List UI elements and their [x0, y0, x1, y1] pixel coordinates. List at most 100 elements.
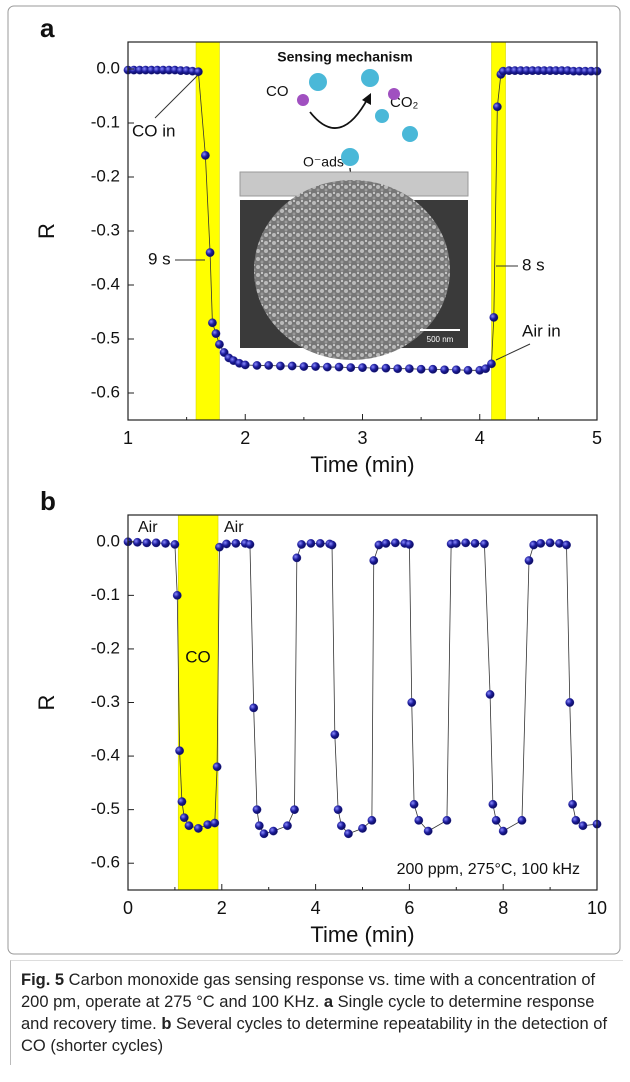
x-tick-label: 6 [404, 898, 414, 918]
data-point [330, 730, 340, 739]
data-point [210, 818, 220, 828]
data-point [231, 539, 241, 548]
annotation: 8 s [522, 255, 545, 274]
data-point [172, 591, 182, 600]
y-tick-label: 0.0 [96, 58, 120, 77]
molecule-atom [341, 148, 359, 166]
data-point [337, 821, 346, 831]
data-point [315, 539, 325, 548]
molecule-atom [388, 88, 400, 100]
data-point [524, 556, 534, 565]
data-point [565, 698, 575, 707]
data-point [480, 539, 489, 549]
caption-bold: Fig. 5 [21, 971, 65, 989]
caption: Fig. 5 Carbon monoxide gas sensing respo… [10, 960, 623, 1065]
y-axis-label: R [34, 695, 59, 711]
data-point [409, 799, 419, 809]
shaded-region [177, 514, 219, 891]
data-point [405, 540, 414, 549]
x-axis-label: Time (min) [310, 922, 414, 947]
data-point [179, 813, 189, 823]
data-point [151, 538, 161, 548]
molecule-atom [402, 126, 418, 142]
data-point [488, 799, 498, 809]
panel-label: b [40, 486, 56, 516]
data-point [269, 826, 278, 836]
data-point [393, 364, 403, 374]
sem-particle [254, 180, 450, 360]
x-tick-label: 2 [217, 898, 227, 918]
y-tick-label: 0.0 [96, 531, 120, 550]
data-point [322, 362, 332, 372]
data-point [240, 360, 250, 370]
annotation: CO [266, 83, 289, 100]
data-point [254, 821, 264, 831]
data-point [299, 362, 309, 371]
data-point [423, 826, 433, 836]
x-tick-label: 10 [587, 898, 607, 918]
caption-text: Several cycles to determine repeatabilit… [21, 1015, 608, 1055]
x-tick-label: 4 [475, 428, 485, 448]
data-point [470, 539, 480, 548]
reaction-arrow-head [362, 93, 371, 105]
data-point [222, 539, 231, 549]
annotation-arrow [495, 343, 531, 361]
x-tick-label: 1 [123, 428, 133, 448]
data-point [491, 816, 501, 825]
data-point [451, 539, 461, 548]
data-point [175, 746, 184, 756]
data-point [205, 248, 215, 257]
data-point [492, 102, 502, 112]
data-point [290, 805, 299, 814]
figure-border [7, 5, 621, 955]
x-tick-label: 0 [123, 898, 133, 918]
y-tick-label: -0.5 [91, 799, 120, 818]
molecule-atom [309, 73, 327, 91]
data-point [311, 362, 320, 371]
data-point [381, 539, 391, 548]
shaded-region [195, 41, 220, 421]
data-point [442, 816, 452, 825]
data-point [485, 690, 495, 699]
data-point [161, 539, 170, 548]
data-point [487, 359, 496, 369]
data-point [133, 537, 142, 547]
y-tick-label: -0.2 [91, 166, 120, 185]
data-point [212, 762, 222, 772]
data-point [201, 151, 210, 160]
data-point [369, 556, 379, 565]
caption-text: Carbon monoxide gas sensing response vs.… [21, 971, 596, 1011]
data-point [170, 540, 180, 549]
data-point [194, 824, 203, 833]
data-point [264, 361, 274, 370]
y-tick-label: -0.3 [91, 220, 120, 239]
y-tick-label: -0.1 [91, 585, 120, 604]
data-point [428, 364, 438, 374]
data-point [252, 805, 262, 814]
panel-label: a [40, 13, 55, 43]
caption-bold: a [323, 993, 334, 1011]
caption-text: Single cycle to determine response and r… [21, 993, 595, 1033]
data-point [481, 364, 490, 374]
data-point [142, 538, 152, 548]
y-tick-label: -0.1 [91, 112, 120, 131]
annotation: Air [138, 519, 158, 536]
data-point [177, 797, 187, 806]
data-point [245, 540, 255, 549]
y-tick-label: -0.4 [91, 274, 120, 293]
data-point [440, 365, 449, 375]
data-point [208, 318, 217, 328]
x-tick-label: 2 [240, 428, 250, 448]
data-point [252, 361, 262, 370]
y-axis-label: R [34, 223, 59, 239]
data-point [517, 816, 527, 825]
data-point [327, 540, 337, 550]
data-point [306, 539, 316, 548]
molecule-atom [297, 94, 309, 106]
y-tick-label: -0.6 [91, 853, 120, 872]
annotation: Air in [522, 321, 561, 340]
data-point [211, 329, 221, 338]
data-point [346, 363, 356, 372]
annotation: Air [224, 519, 244, 536]
